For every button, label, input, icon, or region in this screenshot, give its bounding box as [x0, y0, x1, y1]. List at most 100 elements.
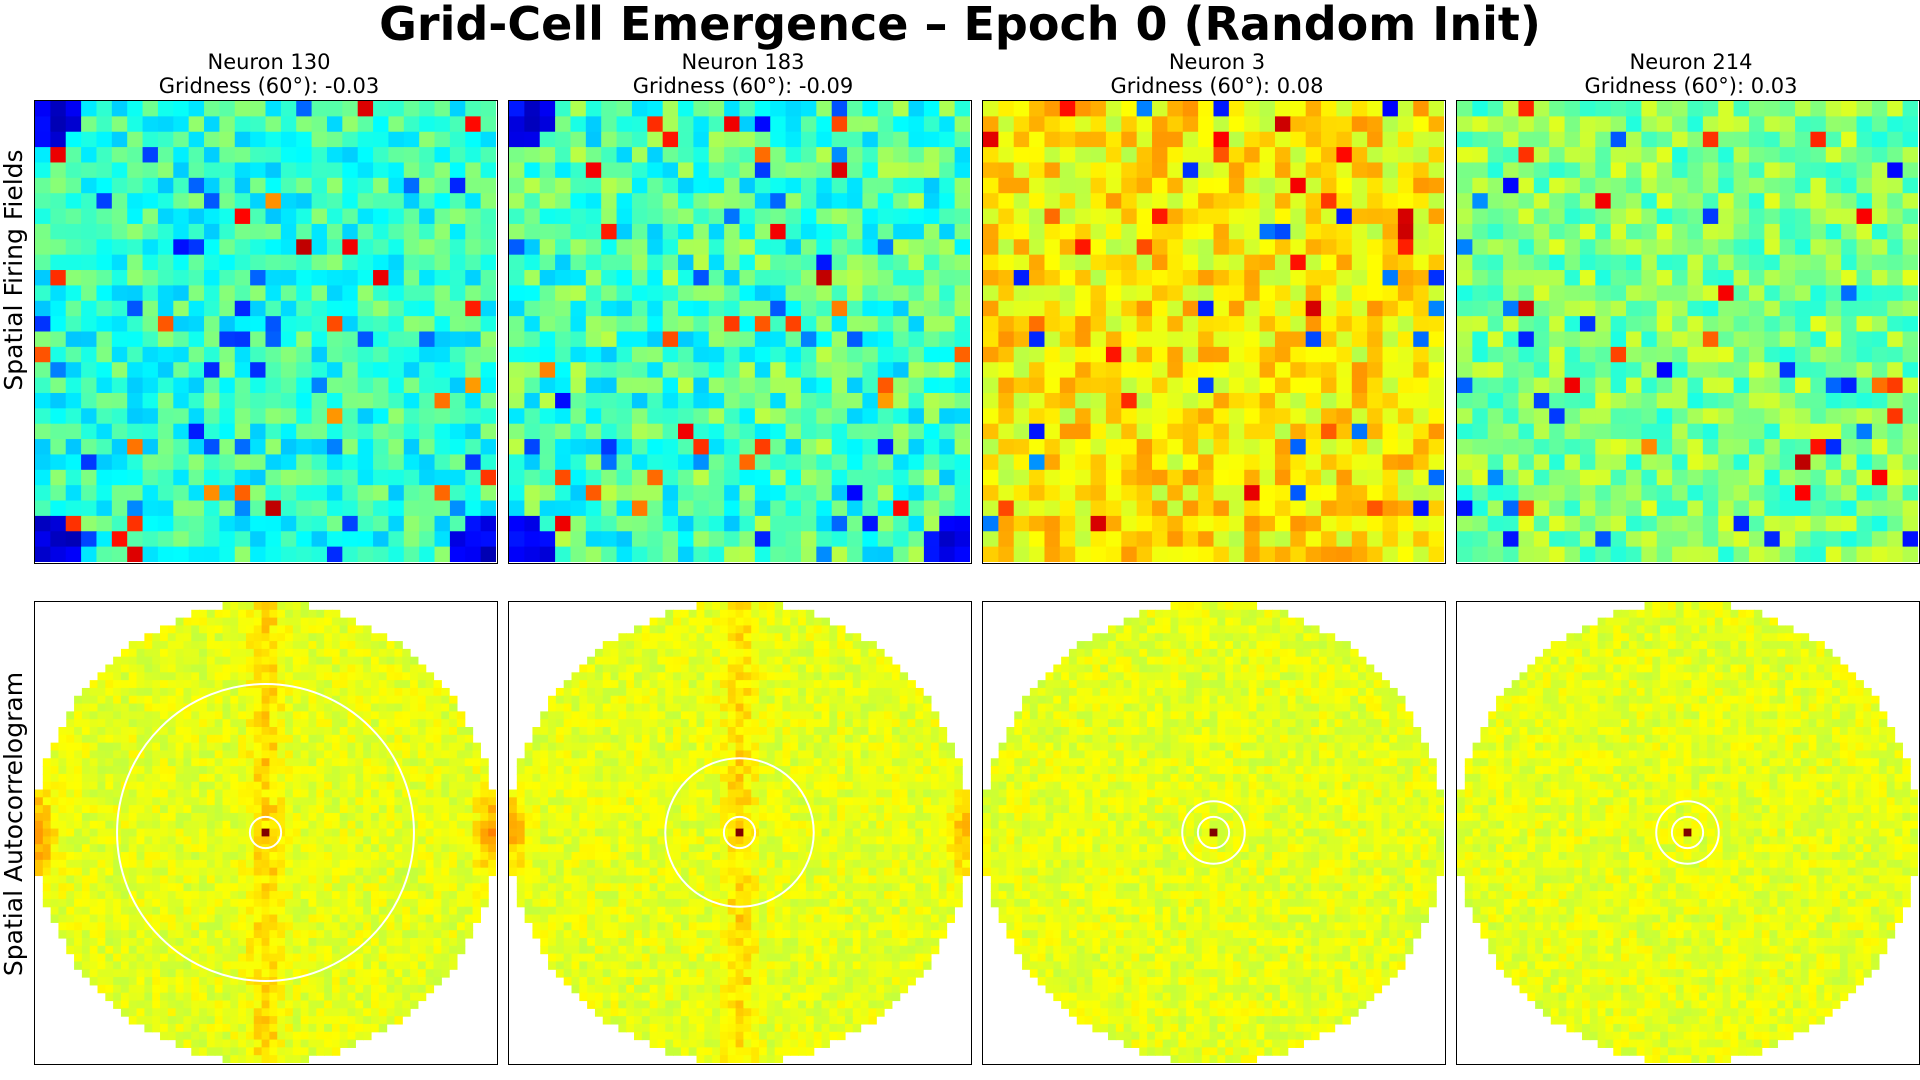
autocorr-bin: [128, 750, 138, 759]
autocorr-bin: [300, 812, 310, 822]
autocorr-bin: [292, 680, 302, 689]
autocorr-bin: [214, 773, 224, 783]
firing-bin: [35, 223, 51, 240]
firing-bin: [739, 362, 756, 379]
firing-bin: [265, 223, 282, 240]
autocorr-bin: [402, 742, 411, 752]
firing-bin: [1626, 546, 1642, 562]
firing-bin: [662, 131, 679, 148]
firing-bin: [1090, 546, 1107, 562]
firing-bin: [419, 316, 436, 333]
firing-bin: [1718, 346, 1735, 363]
firing-bin: [35, 346, 51, 363]
firing-bin: [585, 177, 602, 194]
firing-bin: [877, 454, 894, 471]
firing-bin: [708, 469, 725, 486]
firing-bin: [998, 131, 1015, 148]
firing-bin: [1564, 116, 1581, 133]
autocorr-bin: [300, 828, 310, 838]
firing-bin: [1733, 362, 1750, 379]
firing-bin: [662, 254, 679, 271]
firing-bin: [1013, 147, 1030, 164]
autocorr-bin: [230, 695, 239, 705]
firing-bin: [1382, 377, 1399, 394]
firing-bin: [419, 270, 436, 286]
firing-bin: [173, 346, 190, 363]
firing-bin: [1397, 208, 1414, 225]
firing-bin: [923, 485, 940, 502]
firing-bin: [1595, 408, 1612, 425]
autocorr-bin: [160, 727, 169, 736]
autocorr-bin: [331, 789, 341, 798]
firing-bin: [1626, 485, 1642, 502]
autocorr-bin: [347, 719, 356, 728]
autocorr-bin: [339, 781, 349, 791]
firing-bin: [1871, 531, 1888, 548]
autocorr-bin: [175, 828, 185, 838]
firing-bin: [923, 500, 940, 517]
firing-bin: [1059, 147, 1076, 164]
firing-bin: [357, 423, 374, 440]
firing-bin: [342, 439, 359, 456]
firing-bin: [939, 270, 956, 286]
firing-bin: [480, 377, 496, 394]
firing-bin: [1259, 439, 1276, 456]
firing-bin: [800, 254, 817, 271]
firing-bin: [311, 515, 328, 532]
autocorr-bin: [370, 766, 380, 775]
firing-bin: [770, 439, 787, 456]
firing-bin: [1044, 423, 1061, 440]
firing-bin: [1871, 316, 1888, 333]
firing-bin: [1029, 500, 1046, 517]
firing-bin: [1152, 116, 1168, 133]
autocorr-bin: [105, 766, 114, 775]
firing-bin: [403, 377, 420, 394]
firing-bin: [357, 377, 374, 394]
firing-bin: [1290, 485, 1307, 502]
firing-bin: [234, 270, 251, 286]
autocorr-bin: [183, 719, 192, 728]
firing-bin: [816, 362, 833, 379]
firing-bin: [754, 331, 771, 348]
firing-field-panel-neuron-130: [34, 100, 498, 564]
firing-bin: [1397, 423, 1414, 440]
firing-bin: [693, 515, 710, 532]
firing-bin: [357, 546, 374, 562]
autocorr-bin: [417, 711, 427, 720]
firing-bin: [1244, 101, 1261, 117]
firing-bin: [954, 254, 970, 271]
firing-bin: [1610, 485, 1627, 502]
firing-bin: [1702, 254, 1719, 271]
firing-bin: [983, 285, 999, 302]
firing-bin: [1518, 423, 1535, 440]
firing-bin: [1533, 485, 1550, 502]
firing-bin: [509, 469, 525, 486]
firing-bin: [388, 469, 405, 486]
firing-bin: [708, 270, 725, 286]
autocorr-bin: [214, 711, 224, 720]
firing-bin: [1228, 546, 1245, 562]
firing-bin: [480, 285, 496, 302]
autocorr-bin: [292, 789, 302, 798]
firing-bin: [1351, 300, 1368, 317]
firing-bin: [708, 162, 725, 179]
firing-bin: [1228, 300, 1245, 317]
firing-bin: [1244, 469, 1261, 486]
firing-bin: [1733, 485, 1750, 502]
firing-bin: [480, 454, 496, 471]
firing-bin: [1167, 362, 1184, 379]
firing-bin: [1641, 515, 1658, 532]
autocorr-bin: [175, 820, 185, 830]
firing-bin: [923, 331, 940, 348]
firing-bin: [816, 254, 833, 271]
firing-bin: [1702, 331, 1719, 348]
firing-bin: [939, 515, 956, 532]
autocorr-bin: [191, 805, 200, 814]
firing-bin: [1259, 131, 1276, 148]
firing-bin: [1274, 423, 1291, 440]
firing-bin: [524, 377, 541, 394]
autocorr-bin: [191, 766, 200, 775]
firing-bin: [1259, 362, 1276, 379]
firing-bin: [1718, 208, 1735, 225]
firing-bin: [1641, 162, 1658, 179]
